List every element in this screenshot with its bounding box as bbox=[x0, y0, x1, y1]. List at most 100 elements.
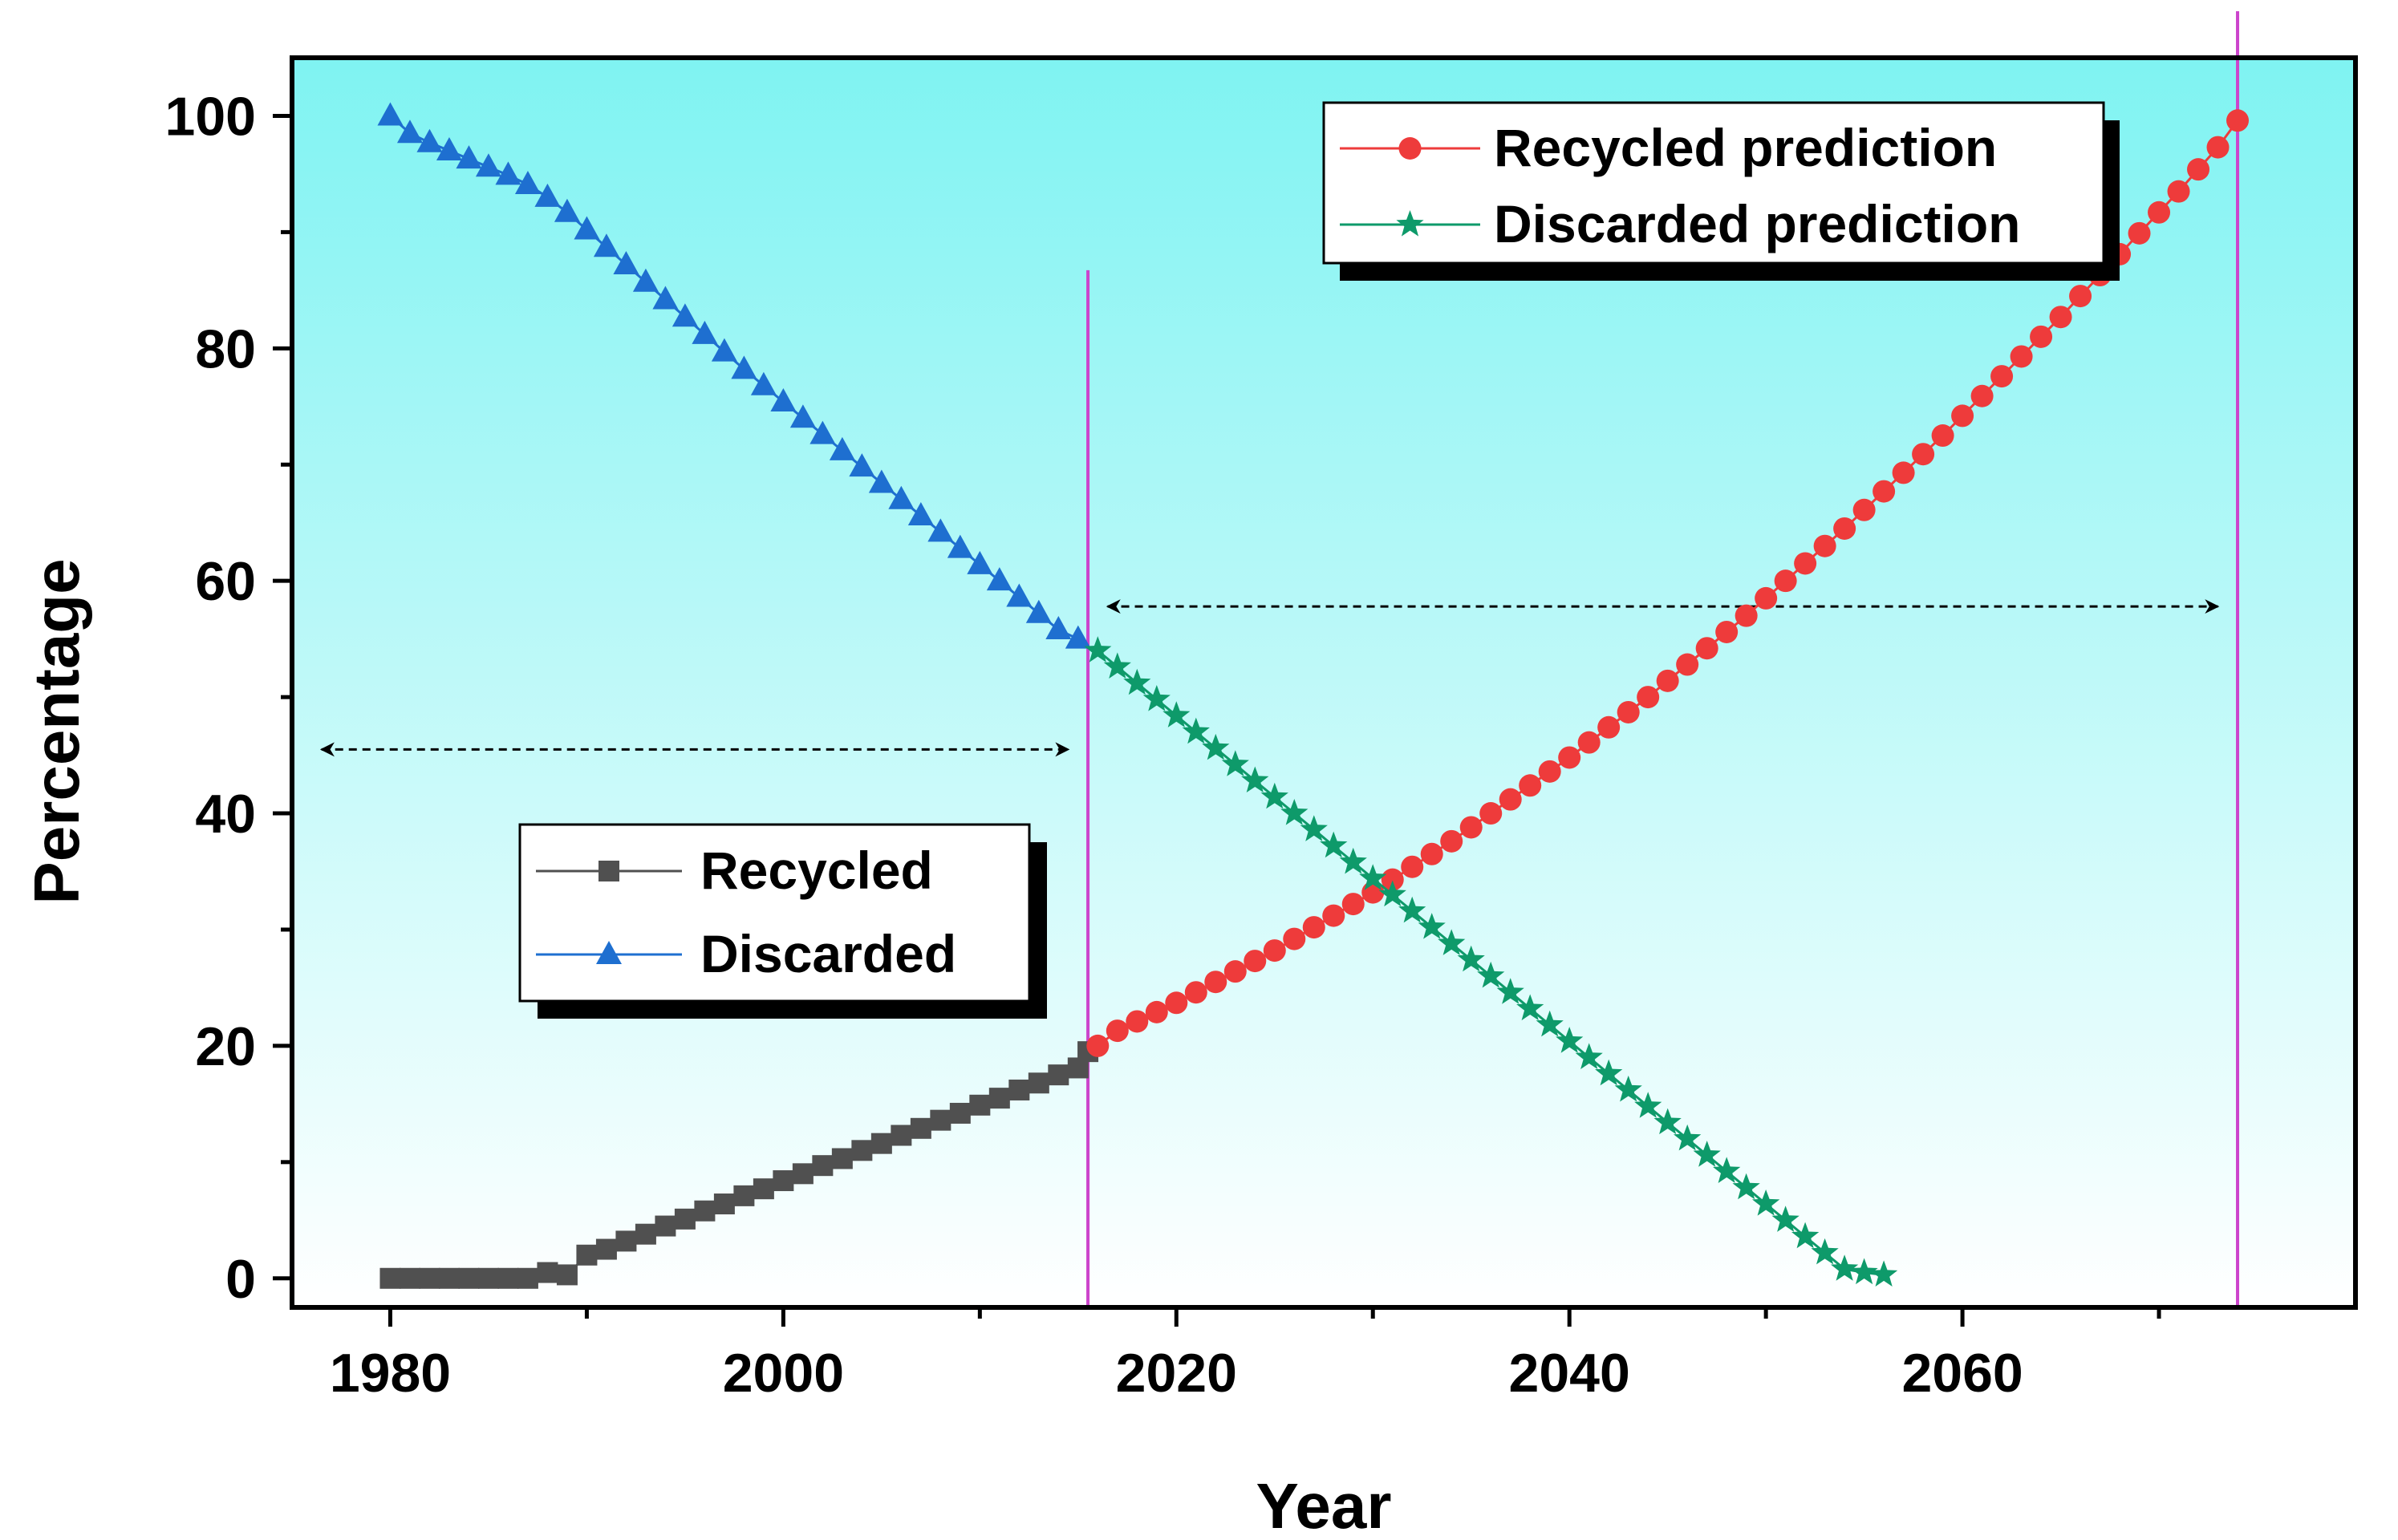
data-point-discarded-prediction bbox=[1260, 782, 1288, 809]
data-point-discarded-prediction bbox=[1103, 652, 1131, 679]
data-point-discarded-prediction bbox=[1653, 1108, 1682, 1135]
x-tick-label: 2020 bbox=[1116, 1343, 1237, 1404]
data-point-discarded-prediction bbox=[1300, 815, 1328, 841]
data-point-recycled-prediction bbox=[1558, 746, 1581, 769]
data-point-discarded-prediction bbox=[1536, 1010, 1564, 1037]
annotations bbox=[319, 599, 2220, 757]
y-tick-label: 60 bbox=[195, 551, 256, 612]
data-point-discarded bbox=[770, 387, 797, 411]
data-point-recycled bbox=[674, 1208, 696, 1230]
data-point-discarded-prediction bbox=[1320, 831, 1348, 858]
data-point-discarded-prediction bbox=[1595, 1059, 1623, 1086]
data-point-recycled-prediction bbox=[1990, 365, 2014, 388]
data-point-discarded-prediction bbox=[1693, 1141, 1721, 1167]
data-point-recycled bbox=[694, 1200, 716, 1222]
data-point-discarded bbox=[574, 216, 600, 240]
data-point-discarded bbox=[534, 183, 561, 207]
data-point-discarded-prediction bbox=[1771, 1206, 1800, 1232]
data-point-discarded-prediction bbox=[1438, 929, 1466, 955]
data-point-recycled bbox=[870, 1133, 892, 1154]
data-point-discarded bbox=[1065, 625, 1091, 649]
data-point-discarded-prediction bbox=[1241, 766, 1269, 792]
legend-discarded-prediction-label: Discarded prediction bbox=[1494, 194, 2021, 253]
data-point-recycled-prediction bbox=[1145, 1000, 1168, 1023]
data-point-discarded bbox=[1006, 583, 1033, 607]
x-tick-label: 2040 bbox=[1509, 1343, 1630, 1404]
series-discarded-prediction bbox=[1084, 636, 1898, 1287]
legend-marker-discarded-prediction bbox=[1396, 210, 1424, 237]
data-point-recycled bbox=[635, 1223, 656, 1245]
data-point-discarded bbox=[475, 153, 501, 177]
data-point-discarded bbox=[554, 198, 580, 222]
data-point-discarded bbox=[613, 250, 639, 274]
data-point-recycled bbox=[891, 1125, 912, 1146]
data-point-discarded bbox=[436, 136, 462, 160]
data-point-discarded bbox=[456, 145, 482, 169]
data-point-recycled bbox=[458, 1267, 480, 1289]
data-point-recycled bbox=[851, 1140, 873, 1161]
data-point-recycled bbox=[792, 1163, 814, 1185]
x-tick-label: 2060 bbox=[1901, 1343, 2023, 1404]
data-point-discarded bbox=[396, 120, 423, 144]
data-point-discarded bbox=[1045, 616, 1072, 640]
data-point-discarded bbox=[495, 161, 521, 185]
data-point-discarded-prediction bbox=[1496, 978, 1524, 1004]
data-point-recycled bbox=[949, 1102, 971, 1124]
data-point-discarded-prediction bbox=[1713, 1157, 1741, 1183]
data-point-discarded-prediction bbox=[1516, 994, 1544, 1021]
data-point-recycled bbox=[556, 1264, 578, 1286]
data-point-recycled-prediction bbox=[1440, 829, 1463, 853]
data-point-recycled bbox=[419, 1267, 440, 1289]
data-point-recycled bbox=[988, 1088, 1010, 1109]
data-point-discarded-prediction bbox=[1280, 799, 1309, 825]
data-point-discarded-prediction bbox=[1457, 945, 1485, 972]
data-point-recycled-prediction bbox=[1912, 443, 1935, 466]
data-point-discarded bbox=[416, 128, 443, 152]
data-point-recycled-prediction bbox=[1735, 604, 1758, 627]
data-point-recycled-prediction bbox=[1126, 1010, 1149, 1033]
data-point-discarded-prediction bbox=[1359, 864, 1387, 890]
data-point-recycled-prediction bbox=[1341, 893, 1365, 916]
data-point-recycled bbox=[477, 1267, 499, 1289]
legend-discarded-marker bbox=[596, 941, 622, 964]
data-point-recycled-prediction bbox=[1401, 855, 1424, 878]
legend-left: Recycled Discarded bbox=[518, 823, 1047, 1019]
data-point-recycled-prediction bbox=[1519, 774, 1542, 797]
data-point-recycled-prediction bbox=[1715, 620, 1739, 643]
data-point-discarded-prediction bbox=[1831, 1254, 1859, 1281]
data-point-recycled-prediction bbox=[1283, 927, 1306, 950]
data-point-discarded bbox=[907, 502, 934, 526]
data-point-discarded-prediction bbox=[1791, 1222, 1820, 1249]
data-point-recycled bbox=[497, 1267, 519, 1289]
data-point-discarded-prediction bbox=[1811, 1238, 1839, 1265]
data-point-recycled-prediction bbox=[2069, 285, 2092, 308]
data-point-recycled-prediction bbox=[1873, 480, 1896, 503]
data-point-recycled-prediction bbox=[2148, 201, 2171, 224]
data-point-recycled-prediction bbox=[1931, 424, 1954, 448]
data-point-recycled-prediction bbox=[1656, 669, 1679, 692]
series-recycled bbox=[379, 1041, 1099, 1289]
data-point-discarded bbox=[731, 355, 757, 379]
series-discarded bbox=[377, 102, 1091, 649]
data-point-discarded bbox=[711, 338, 737, 362]
data-point-recycled-prediction bbox=[1459, 816, 1483, 839]
data-point-discarded-prediction bbox=[1556, 1027, 1584, 1053]
data-point-discarded-prediction bbox=[1477, 961, 1505, 988]
data-point-recycled-prediction bbox=[1577, 731, 1601, 754]
data-point-recycled-prediction bbox=[2167, 180, 2190, 203]
data-point-recycled-prediction bbox=[1184, 981, 1207, 1004]
x-tick-label: 2000 bbox=[723, 1343, 844, 1404]
data-point-discarded-prediction bbox=[1084, 636, 1112, 663]
data-point-discarded bbox=[809, 420, 836, 444]
data-point-recycled-prediction bbox=[1538, 760, 1561, 783]
data-point-recycled bbox=[733, 1185, 755, 1206]
data-point-discarded bbox=[888, 485, 915, 509]
data-point-discarded-prediction bbox=[1418, 913, 1446, 939]
data-point-recycled-prediction bbox=[2030, 325, 2053, 348]
legend-right: Recycled prediction Discarded prediction bbox=[1322, 101, 2120, 281]
data-point-recycled-prediction bbox=[1951, 404, 1974, 428]
data-point-discarded bbox=[927, 518, 954, 542]
series-layer bbox=[377, 102, 2250, 1289]
y-tick-label: 20 bbox=[195, 1016, 256, 1077]
